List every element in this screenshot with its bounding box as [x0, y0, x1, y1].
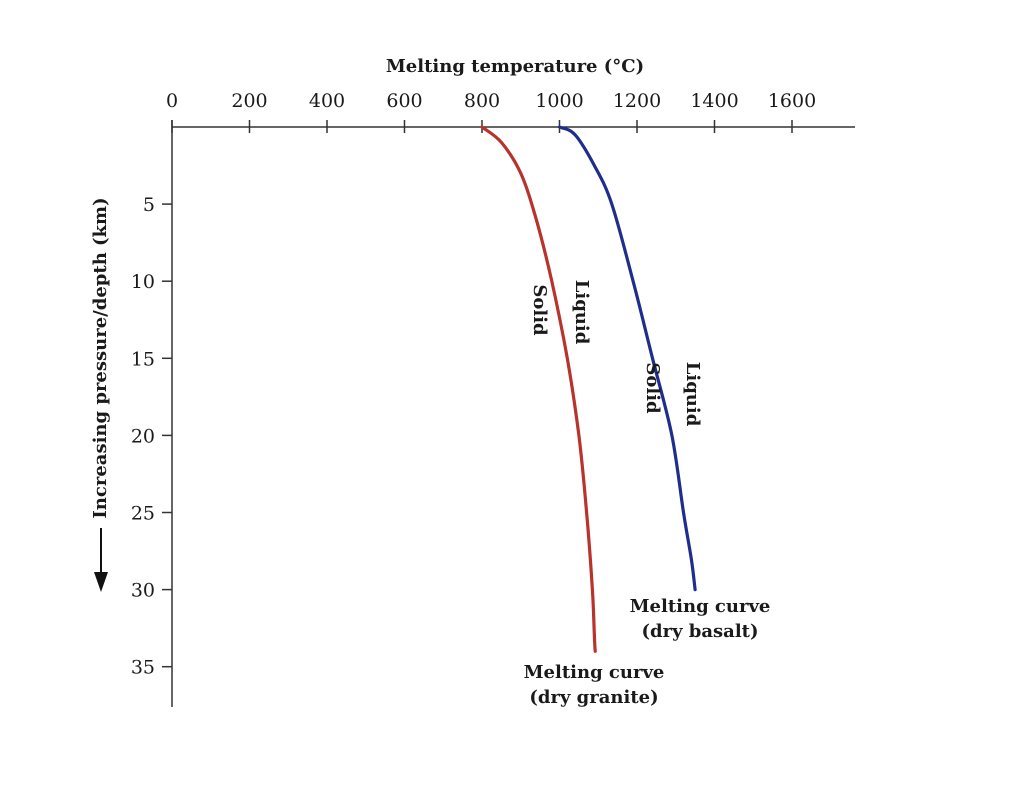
x-tick-label: 200	[231, 90, 267, 112]
basalt-curve-label-line1: Melting curve	[630, 596, 771, 617]
granite-solid-label: Solid	[529, 284, 550, 336]
x-tick-label: 600	[386, 90, 422, 112]
y-ticks: 5 10 15 20 25 30 35	[131, 194, 172, 679]
x-tick-label: 1000	[535, 90, 583, 112]
y-tick-label: 35	[131, 657, 155, 679]
basalt-solid-label: Solid	[642, 362, 663, 414]
basalt-curve-label-line2: (dry basalt)	[641, 621, 758, 642]
x-axis-title: Melting temperature (°C)	[386, 56, 644, 77]
granite-curve-label-line1: Melting curve	[524, 662, 665, 683]
basalt-liquid-label: Liquid	[682, 362, 703, 427]
x-tick-label: 1400	[690, 90, 738, 112]
granite-curve-label-line2: (dry granite)	[529, 687, 658, 708]
y-tick-label: 5	[143, 194, 155, 216]
series-layer	[480, 125, 697, 653]
y-tick-label: 30	[131, 580, 155, 602]
y-tick-label: 25	[131, 503, 155, 525]
y-tick-label: 20	[131, 425, 155, 447]
granite-melting-curve	[480, 125, 597, 653]
x-tick-label: 1600	[768, 90, 816, 112]
x-tick-label: 400	[309, 90, 345, 112]
x-tick-label: 0	[166, 90, 178, 112]
depth-arrow-head	[94, 572, 108, 592]
y-tick-label: 15	[131, 348, 155, 370]
x-tick-label: 800	[464, 90, 500, 112]
x-ticks: 0 200 400 600 800 1000 1200 1400 1600	[166, 90, 816, 133]
x-tick-label: 1200	[613, 90, 661, 112]
y-tick-label: 10	[131, 271, 155, 293]
y-axis-title: Increasing pressure/depth (km)	[90, 197, 111, 518]
basalt-melting-curve	[557, 125, 697, 592]
granite-liquid-label: Liquid	[571, 280, 592, 345]
